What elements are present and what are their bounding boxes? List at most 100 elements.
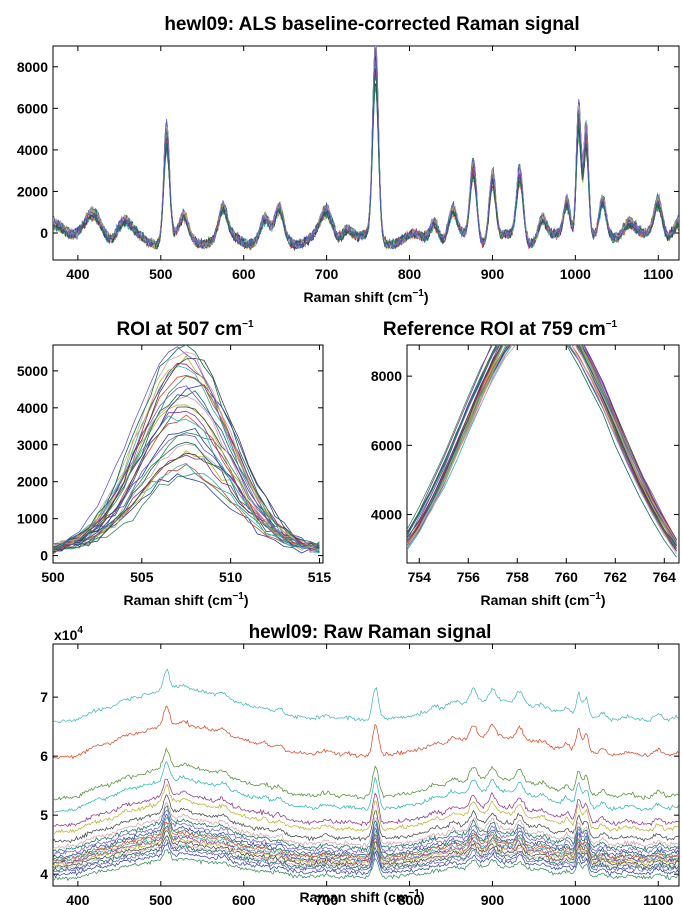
x-tick-label: 700 [315, 892, 339, 905]
y-tick-label: 4000 [371, 507, 402, 523]
x-tick-label: 400 [66, 892, 90, 905]
y-tick-label: 1000 [17, 511, 48, 527]
panel-4-series-line [53, 835, 679, 871]
panel-3-series-line [407, 345, 677, 545]
panel-4-series-line [53, 849, 679, 882]
y-tick-label: 6000 [371, 437, 402, 453]
panel-4-series [53, 668, 679, 882]
panel-4-series-line [53, 668, 679, 724]
panel-1-series-line [53, 89, 679, 251]
panel-3-series-line [407, 345, 677, 552]
x-tick-label: 1000 [560, 892, 591, 905]
x-tick-label: 1100 [643, 266, 674, 282]
y-tick-label: 0 [40, 225, 48, 241]
y-tick-label: 6 [40, 748, 48, 764]
panel-2-title: ROI at 507 cm−1 [116, 319, 254, 340]
panel-3-xlabel: Raman shift (cm−1) [481, 591, 606, 608]
panel-3-series-line [407, 345, 677, 555]
x-tick-label: 600 [232, 266, 256, 282]
panel-4-series-line [53, 784, 679, 835]
panel-3-series-line [407, 345, 677, 545]
panel-3-series-line [407, 345, 677, 544]
x-tick-label: 754 [408, 569, 432, 585]
panel-3-series-line [407, 345, 677, 546]
panel-2-series-line [53, 384, 320, 551]
panel-1-series-line [53, 86, 679, 250]
y-tick-label: 2000 [17, 183, 48, 199]
x-tick-label: 1100 [643, 892, 674, 905]
panel-2-series-line [53, 434, 320, 550]
x-tick-label: 600 [232, 892, 256, 905]
panel-3-series-line [407, 345, 677, 552]
panel-3-series-line [407, 345, 677, 548]
panel-3-ticks: 754 756 758 760 762 764 4000 6000 8000 [371, 345, 679, 585]
panel-2-series-line [53, 357, 320, 549]
panel-3-series [407, 345, 677, 558]
panel-3-series-line [407, 345, 677, 558]
x-tick-label: 500 [149, 266, 173, 282]
x-tick-label: 505 [130, 569, 154, 585]
x-tick-label: 500 [41, 569, 65, 585]
y-tick-label: 5000 [17, 363, 48, 379]
panel-2-series-line [53, 346, 320, 547]
y-tick-label: 2000 [17, 474, 48, 490]
panel-2-series-line [53, 450, 320, 552]
panel-1-series-line [53, 48, 679, 249]
panel-4-series-line [53, 801, 679, 850]
panel-2-series-line [53, 375, 320, 550]
panel-4-series-line [53, 760, 679, 813]
panel-2-xlabel: Raman shift (cm−1) [124, 591, 249, 608]
panel-2-series-line [53, 415, 320, 554]
x-tick-label: 400 [66, 266, 90, 282]
panel-2-series [53, 345, 320, 555]
x-tick-label: 800 [398, 266, 422, 282]
y-tick-label: 5 [40, 807, 48, 823]
panel-4-title: hewl09: Raw Raman signal [249, 622, 492, 643]
panel-3-series-line [407, 345, 677, 549]
panel-2-series-line [53, 345, 320, 551]
panel-3-series-line [407, 345, 677, 546]
y-tick-label: 7 [40, 689, 48, 705]
x-tick-label: 700 [315, 266, 339, 282]
x-tick-label: 900 [481, 266, 505, 282]
panel-4-series-line [53, 705, 679, 760]
panel-3-axes [406, 344, 680, 564]
panel-3-series-line [407, 345, 677, 545]
panel-1-series [53, 46, 679, 251]
panel-3-series-line [407, 345, 677, 547]
panel-1-series-line [53, 76, 679, 250]
panel-2-series-line [53, 406, 320, 552]
x-tick-label: 800 [398, 892, 422, 905]
panel-3-title: Reference ROI at 759 cm−1 [383, 319, 618, 340]
panel-3-series-line [407, 345, 677, 549]
panel-3-series-line [407, 345, 677, 545]
x-tick-label: 1000 [560, 266, 591, 282]
x-tick-label: 764 [653, 569, 677, 585]
panel-1-series-line [53, 85, 679, 250]
y-tick-label: 8000 [371, 368, 402, 384]
panel-4-series-line [53, 805, 679, 853]
y-tick-label: 4000 [17, 142, 48, 158]
panel-3-series-line [407, 345, 677, 549]
panel-4-series-line [53, 821, 679, 862]
panel-2-axes [52, 344, 324, 564]
x-tick-label: 515 [308, 569, 332, 585]
panel-1-ticks: 400 500 600 700 800 900 1000 1100 0 2000 4000 6000 8… [17, 46, 679, 282]
panel-3-series-line [407, 345, 677, 546]
panel-2-series-line [53, 452, 320, 553]
panel-4-series-line [53, 747, 679, 801]
y-tick-label: 4 [40, 866, 48, 882]
panel-3-series-line [407, 345, 677, 551]
panel-4-series-line [53, 809, 679, 856]
y-tick-label: 6000 [17, 100, 48, 116]
panel-1-series-line [53, 85, 679, 250]
panel-1-series-line [53, 87, 679, 250]
panel-3-series-line [407, 345, 677, 552]
panel-4-series-line [53, 822, 679, 864]
panel-1-xlabel: Raman shift (cm−1) [304, 288, 429, 305]
panel-3-series-line [407, 345, 677, 546]
y-tick-label: 0 [40, 548, 48, 564]
x-tick-label: 756 [457, 569, 481, 585]
x-tick-label: 760 [555, 569, 579, 585]
panel-3-series-line [407, 345, 677, 548]
